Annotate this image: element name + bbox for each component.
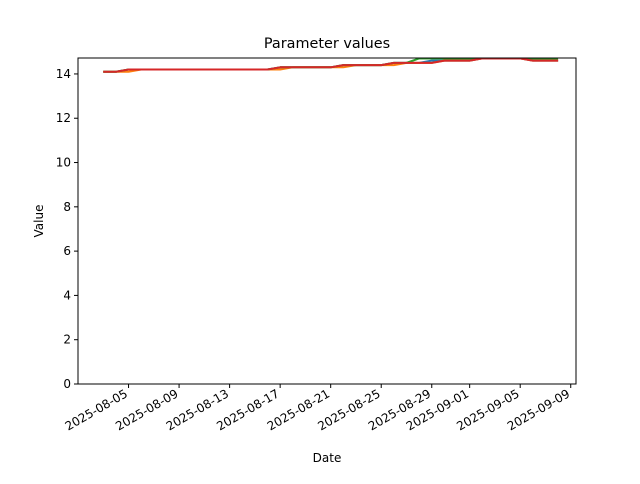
y-tick-label: 2 [63,333,71,347]
y-tick-label: 6 [63,244,71,258]
y-tick-label: 14 [56,67,71,81]
y-tick-label: 10 [56,156,71,170]
y-tick-label: 12 [56,111,71,125]
y-tick-label: 0 [63,377,71,391]
y-tick-label: 8 [63,200,71,214]
chart-title: Parameter values [264,36,390,52]
y-axis-label: Value [32,205,46,238]
x-axis-label: Date [313,451,342,465]
axes-frame [77,57,577,385]
y-tick-label: 4 [63,288,71,302]
